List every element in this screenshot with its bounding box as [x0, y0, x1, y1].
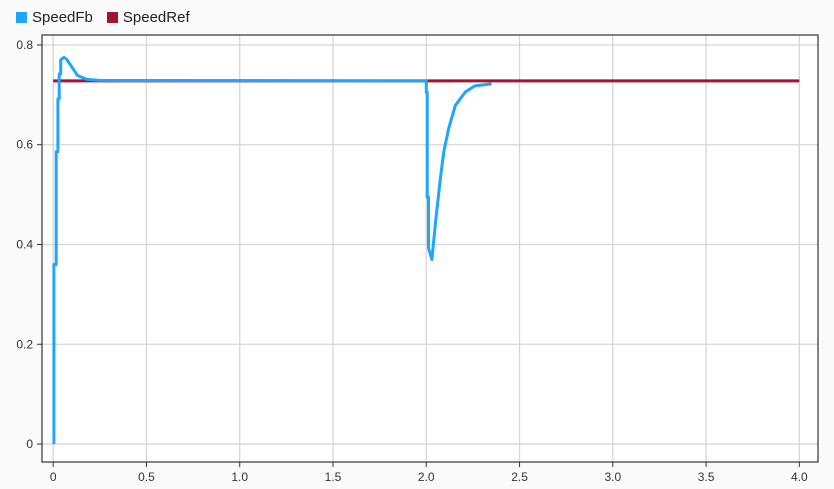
- y-tick-label: 0.8: [16, 38, 33, 52]
- speedfb-swatch: [16, 12, 27, 23]
- x-tick-label: 0.5: [138, 470, 155, 484]
- x-tick-label: 3.5: [698, 470, 715, 484]
- x-tick-label: 1.0: [231, 470, 248, 484]
- x-tick-label: 2.0: [418, 470, 435, 484]
- x-tick-label: 1.5: [325, 470, 342, 484]
- x-tick-label: 4.0: [791, 470, 808, 484]
- plot-border: [41, 34, 819, 463]
- y-tick-label: 0: [26, 437, 33, 451]
- x-tick-label: 0: [50, 470, 57, 484]
- legend: SpeedFb SpeedRef: [16, 9, 190, 26]
- y-tick-label: 0.4: [16, 238, 33, 252]
- speedref-swatch: [106, 12, 118, 23]
- legend-item-speedref[interactable]: SpeedRef: [106, 9, 190, 26]
- x-tick-label: 3.0: [604, 470, 621, 484]
- legend-label: SpeedRef: [122, 9, 190, 26]
- y-tick-label: 0.2: [16, 337, 33, 351]
- legend-label: SpeedFb: [32, 9, 93, 26]
- series-line-speedfb: [52, 55, 492, 444]
- y-tick-label: 0.6: [16, 138, 33, 152]
- legend-item-speedfb[interactable]: SpeedFb: [16, 9, 93, 26]
- x-tick-label: 2.5: [511, 470, 528, 484]
